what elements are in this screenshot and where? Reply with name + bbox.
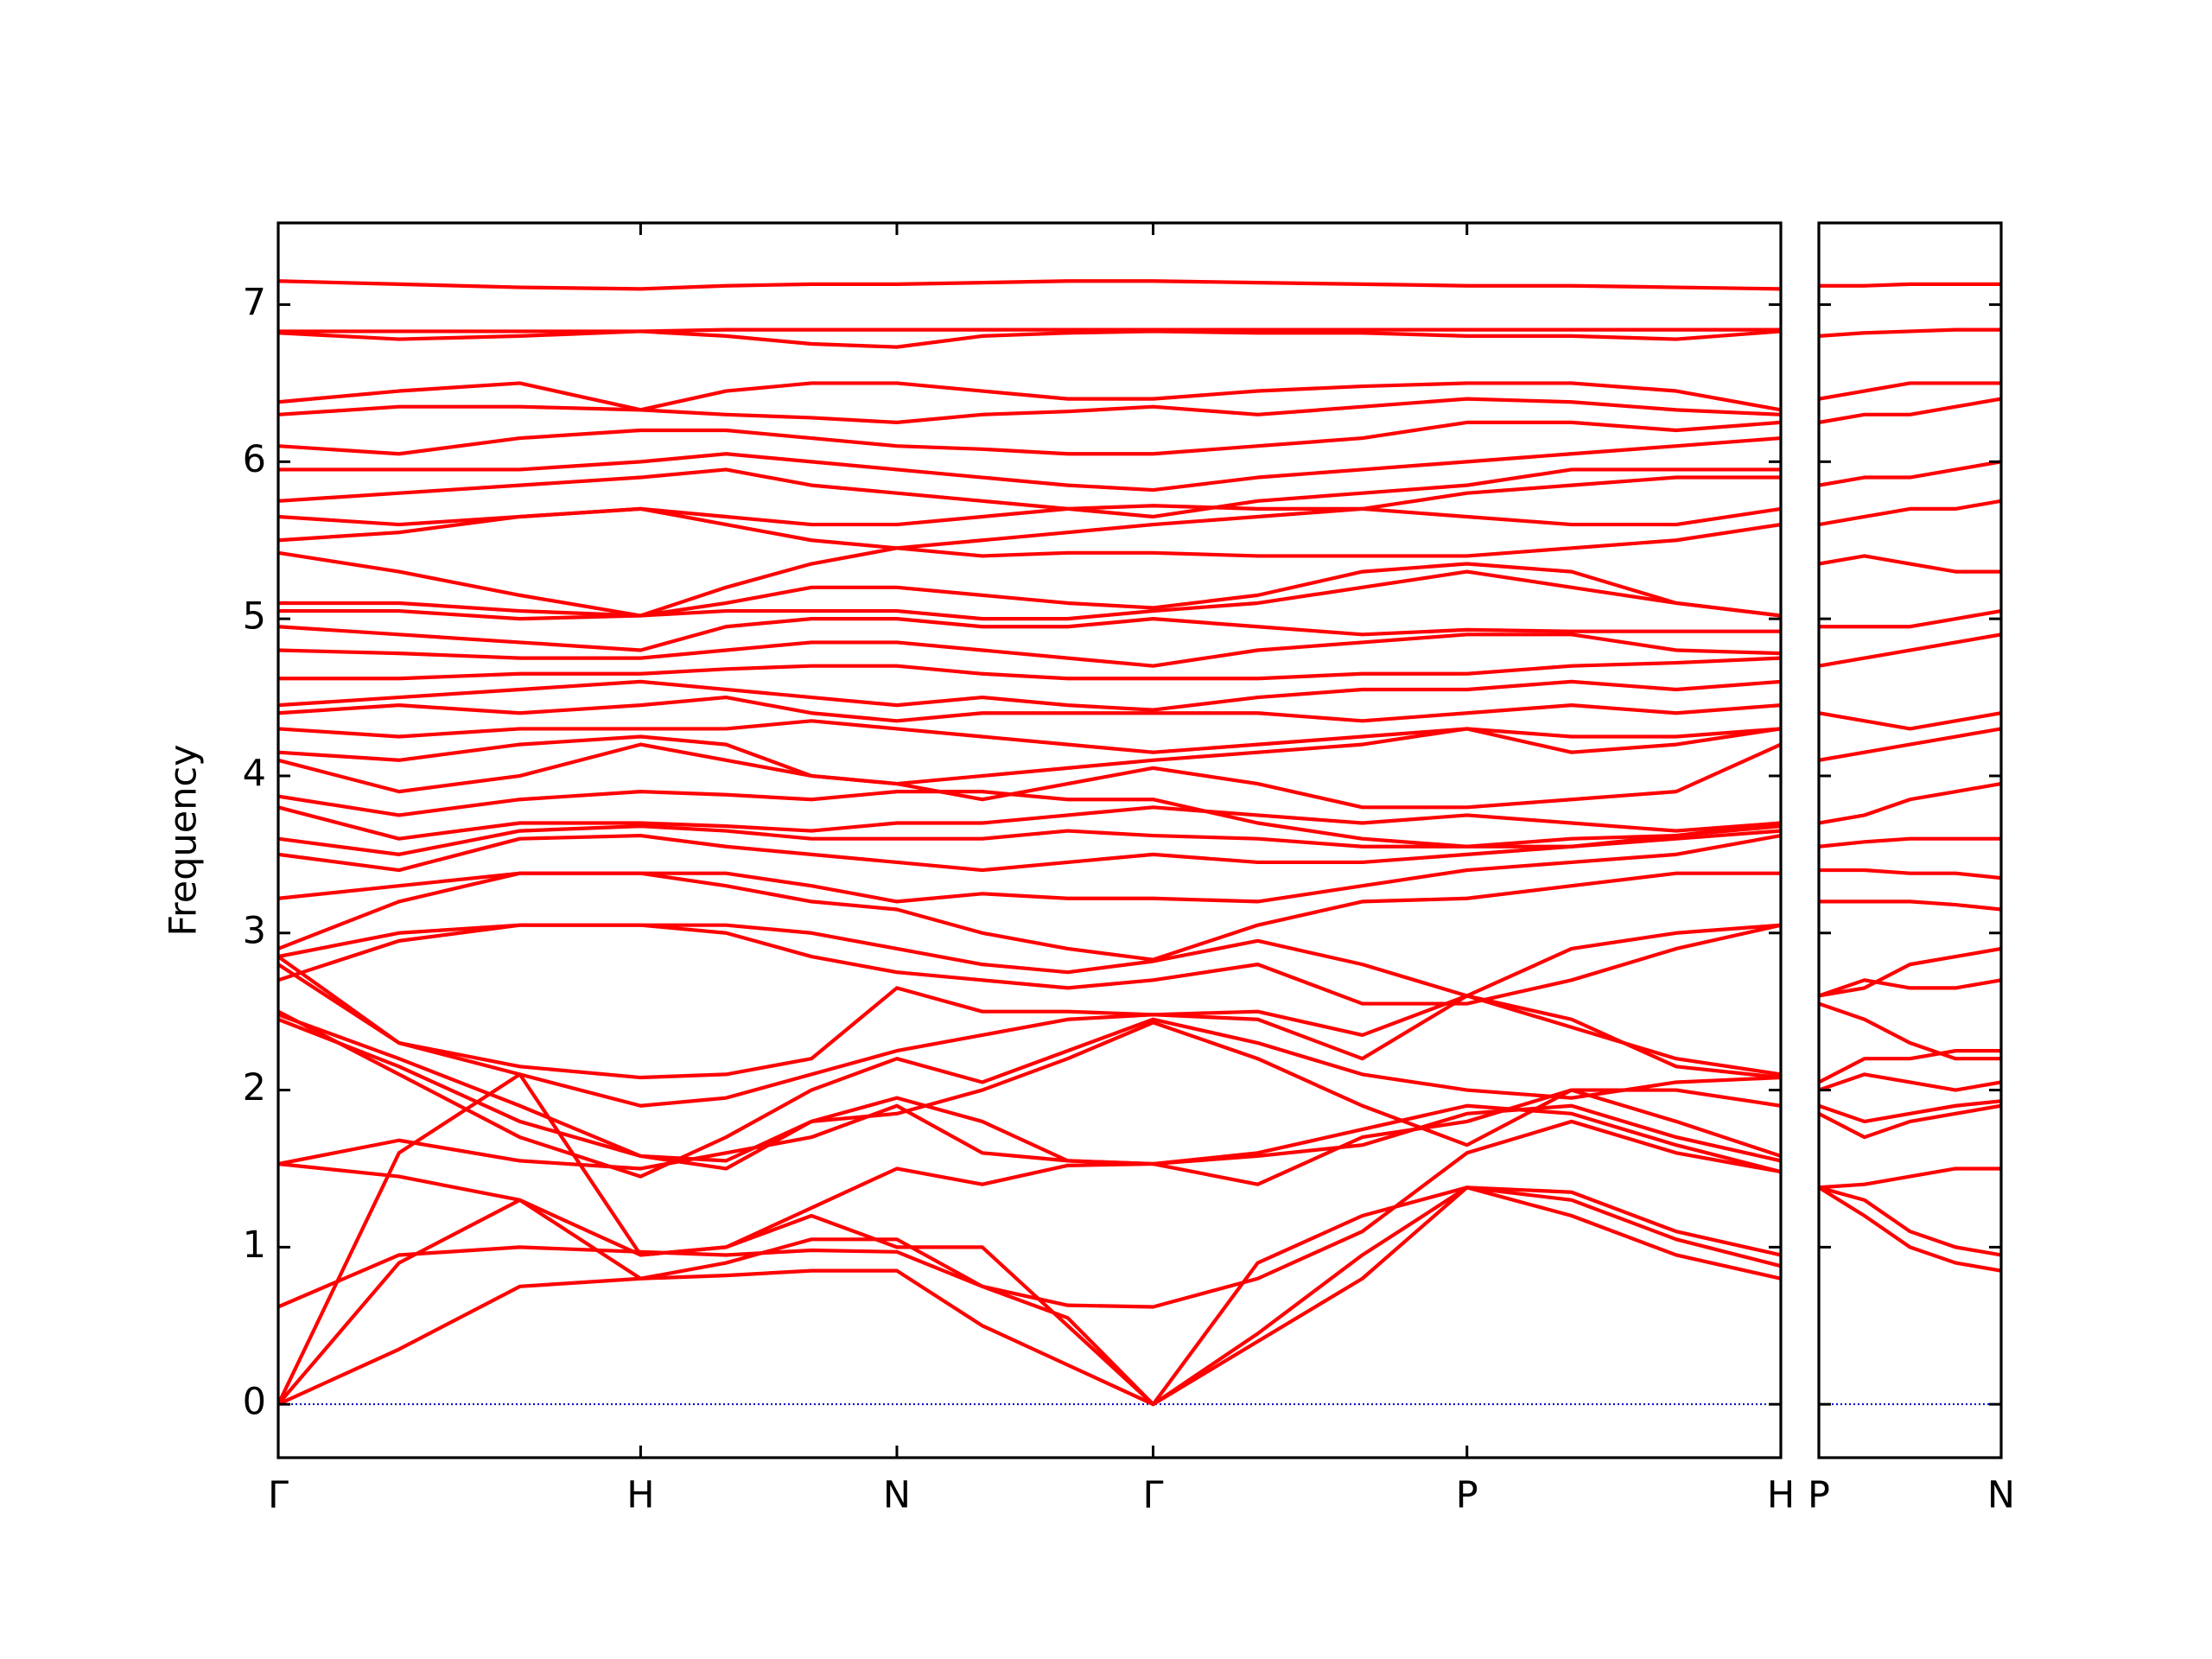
x-tick-label: Γ [1143,1474,1164,1517]
band-line [1819,632,2001,668]
band-line [278,963,1781,1108]
band-line [1819,499,2001,527]
band-line [1819,711,2001,731]
band-line [278,695,1781,723]
band-line [278,562,1781,618]
band-line [1819,1166,2001,1190]
x-tick-label: Γ [268,1474,289,1517]
band-line [278,632,1781,668]
band-line [278,1185,1781,1407]
y-tick-label: 0 [243,1381,266,1424]
band-line [278,790,1781,849]
y-tick-label: 6 [243,438,266,481]
band-line [1819,727,2001,762]
band-line [278,381,1781,412]
y-tick-label: 7 [243,281,266,324]
x-tick-label: H [1767,1474,1795,1517]
band-line [278,397,1781,424]
band-line [1819,1103,2001,1140]
band-line [1819,282,2001,288]
y-tick-label: 2 [243,1066,266,1109]
band-line [278,805,1781,841]
plot-area [278,279,1781,1407]
band-line [278,955,1781,1080]
band-line [278,1088,1781,1186]
axes-frame [276,221,1783,1459]
band-line [278,923,1781,998]
y-axis-label: Frequency [162,744,206,936]
band-line [278,522,1781,618]
band-line [278,742,1781,810]
band-line [1819,1185,2001,1257]
band-line [278,1017,1781,1174]
band-line [278,727,1781,786]
band-line [278,679,1781,712]
y-tick-label: 3 [243,909,266,952]
band-line [278,719,1781,754]
band-line [1819,1001,2001,1061]
y-tick-label: 5 [243,595,266,639]
band-line [1819,608,2001,629]
band-line [278,329,1781,349]
band-line [278,279,1781,291]
band-line [278,420,1781,456]
y-tick-label: 1 [243,1224,266,1267]
band-line [278,467,1781,519]
band-line [1819,554,2001,574]
band-line [278,1185,1781,1407]
band-line [278,829,1781,873]
band-line [1819,1049,2001,1084]
band-line [1819,978,2001,998]
band-line [1819,946,2001,998]
band-line [278,1119,1781,1309]
band-line [1819,1072,2001,1092]
band-line [1819,781,2001,825]
axes-frame [1817,221,2003,1459]
band-line [1819,327,2001,338]
band-line [278,435,1781,493]
band-line [278,475,1781,527]
band-line [1819,397,2001,424]
band-line [278,1013,1781,1163]
band-line [278,833,1781,904]
band-line [1819,868,2001,880]
band-line [278,327,1781,334]
x-tick-label: P [1808,1474,1830,1517]
y-tick-label: 4 [243,752,266,795]
band-line [1819,899,2001,912]
band-line [278,569,1781,621]
band-line [1819,1185,2001,1273]
x-tick-label: P [1456,1474,1478,1517]
x-tick-label: N [1987,1474,2015,1517]
band-line [278,617,1781,652]
x-tick-label: N [883,1474,911,1517]
band-line [278,656,1781,681]
x-tick-label: H [626,1474,654,1517]
band-line [1819,381,2001,401]
band-line [1819,1099,2001,1124]
band-line [278,824,1781,856]
band-line [1819,836,2001,849]
band-line [278,1009,1781,1179]
plot-area [1819,282,2001,1406]
band-line [1819,460,2001,487]
